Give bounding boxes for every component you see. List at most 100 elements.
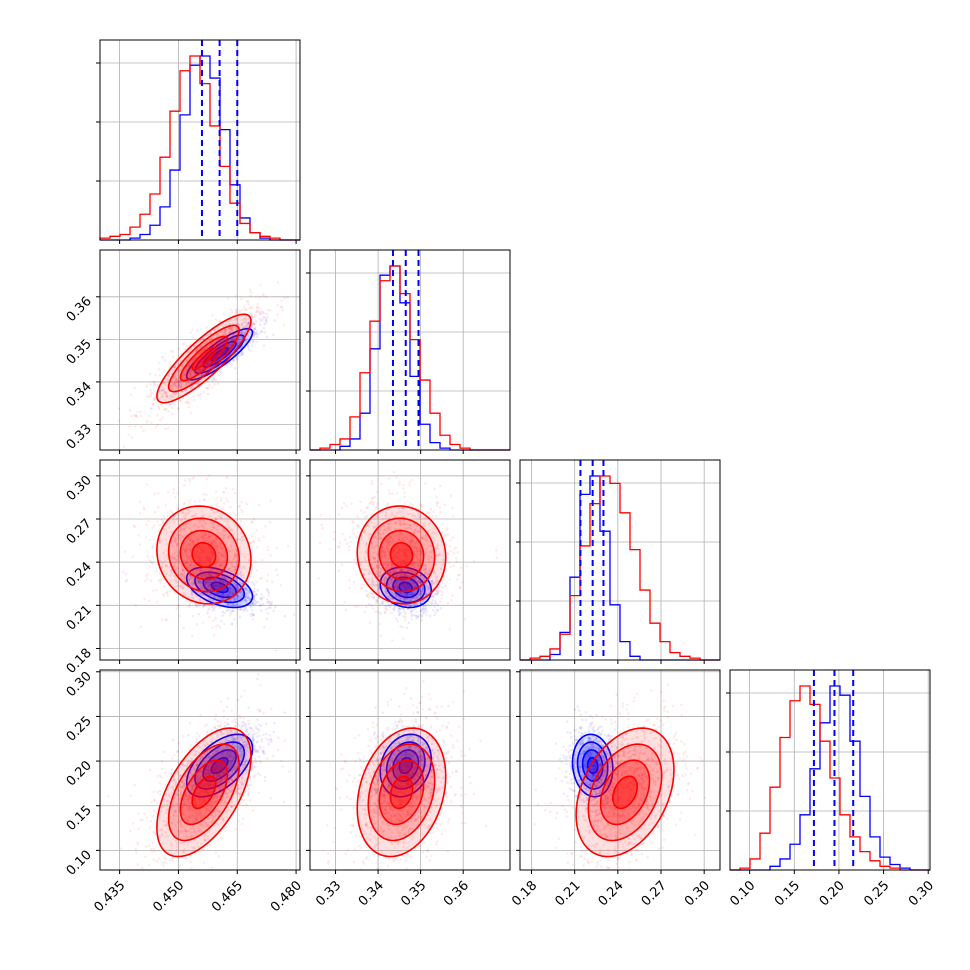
red-point [218,542,222,545]
blue-point [251,608,254,612]
blue-point [410,593,414,597]
red-point [145,523,148,527]
blue-point [161,388,164,392]
red-point [241,350,245,353]
blue-point [423,603,427,607]
blue-point [387,603,391,607]
blue-point [396,585,399,588]
blue-point [206,392,210,396]
blue-point [198,579,202,583]
red-point [159,576,163,580]
red-point [211,570,215,574]
red-point [222,352,226,355]
blue-point [260,330,264,333]
blue-point [397,581,400,585]
red-point [172,539,176,543]
blue-point [240,322,243,326]
red-point [175,544,179,547]
blue-point [390,603,393,606]
red-point [187,556,191,560]
blue-point [436,608,440,612]
blue-point [430,579,434,583]
red-point [221,345,225,348]
blue-point [249,604,252,607]
red-point [202,492,206,496]
blue-point [384,611,387,615]
red-point [176,604,180,607]
red-point [267,594,271,597]
red-point [214,568,217,571]
blue-point [410,569,413,573]
red-point [164,394,168,397]
blue-point [239,608,243,611]
red-point [237,572,241,575]
red-point [207,573,211,577]
blue-point [173,381,177,384]
red-point [187,605,191,609]
blue-point [247,334,250,338]
blue-point [424,571,427,575]
red-point [173,591,177,595]
y-tick-label: 0.33 [64,422,95,453]
red-point [215,343,218,346]
blue-point [394,583,398,586]
red-point [174,378,178,382]
blue-point [393,585,396,588]
red-point [387,557,390,560]
blue-point [391,579,394,583]
red-point [192,542,195,546]
red-point [174,578,177,581]
blue-point [255,330,259,333]
red-point [174,567,178,571]
red-point [174,365,178,369]
blue-point [174,383,177,387]
blue-point [225,577,228,581]
blue-point [411,592,414,596]
red-point [220,516,223,520]
red-point [201,357,204,361]
red-point [156,383,159,387]
blue-point [396,574,399,577]
red-point [187,371,191,375]
blue-point [205,559,208,563]
red-point [203,574,207,578]
red-point [440,563,444,567]
red-point [248,288,252,291]
blue-point [404,592,408,596]
blue-point [381,549,385,552]
red-point [258,295,262,299]
red-point [189,560,193,563]
red-point [158,572,162,575]
red-point [214,361,217,365]
red-point [419,609,423,613]
red-point [231,338,235,342]
blue-point [399,561,403,565]
blue-point [253,332,257,336]
blue-point [389,570,393,574]
blue-point [260,598,264,601]
red-point [196,556,200,559]
blue-point [419,609,422,613]
red-point [212,521,215,525]
red-point [170,395,174,398]
blue-point [246,318,249,321]
red-point [180,381,184,384]
red-point [255,529,259,532]
red-point [240,297,243,301]
red-point [249,334,253,337]
blue-point [240,582,244,586]
blue-point [244,586,247,590]
blue-point [234,604,237,608]
red-point [333,530,336,534]
red-point [188,361,192,365]
blue-point [230,563,234,567]
red-point [132,414,136,417]
red-point [227,588,230,591]
red-point [445,528,448,532]
blue-point [205,573,209,577]
red-point [214,541,218,545]
red-point [189,365,192,369]
blue-point [244,337,248,341]
blue-point [190,593,194,596]
